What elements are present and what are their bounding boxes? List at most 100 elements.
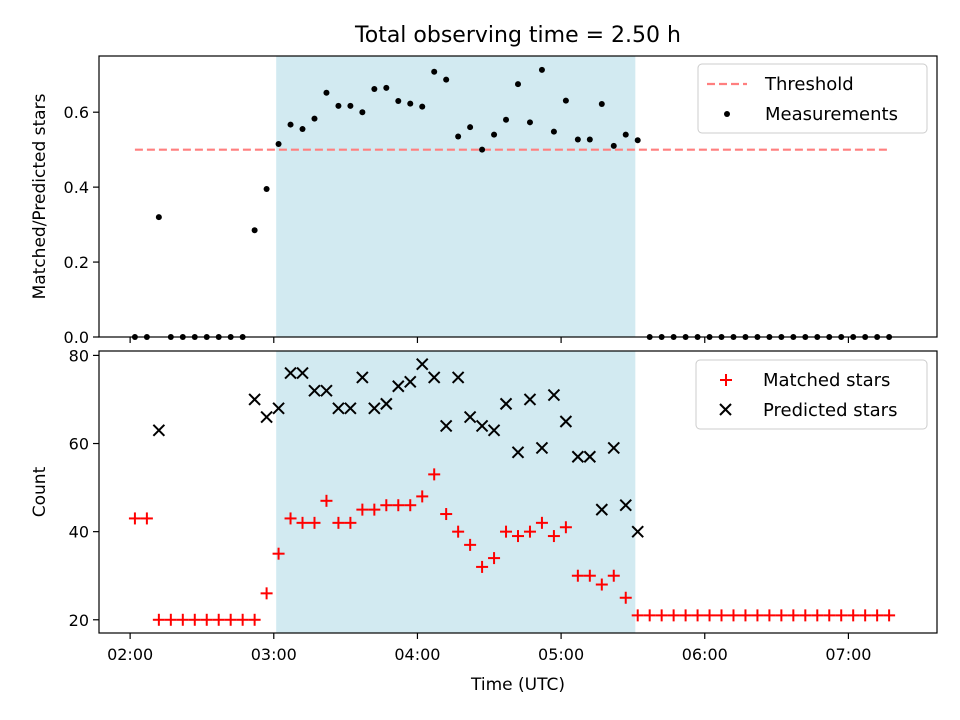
matched-stars-series [128, 468, 896, 626]
matched-star-point [883, 609, 896, 622]
legend-measurements-swatch [724, 111, 730, 117]
matched-star-point [691, 609, 704, 622]
matched-star-point [272, 547, 285, 560]
measurement-point [479, 146, 486, 153]
predicted-star-mark [559, 415, 573, 428]
measurement-point [538, 66, 545, 73]
matched-star-point [368, 503, 381, 516]
predicted-star-mark [356, 371, 369, 384]
measurement-point [598, 100, 605, 107]
predicted-star-mark [152, 424, 166, 437]
matched-star-point [823, 609, 836, 622]
predicted-star-point [356, 371, 369, 384]
predicted-star-point [152, 424, 166, 437]
matched-star-point [535, 516, 548, 529]
matched-star-point [607, 569, 620, 582]
measurement-point [383, 84, 390, 91]
matched-star-point [476, 560, 489, 573]
predicted-star-point [344, 402, 357, 415]
measurement-point [371, 85, 378, 92]
ratio-x-ticks [129, 337, 850, 343]
predicted-star-mark [308, 384, 321, 397]
predicted-star-mark [439, 419, 453, 433]
predicted-star-point [475, 419, 489, 433]
matched-star-point [284, 512, 297, 525]
legend-matched-swatch [720, 374, 732, 386]
measurement-point [323, 89, 330, 96]
matched-star-point [164, 613, 177, 626]
matched-star-point [428, 468, 441, 481]
matched-star-point [703, 609, 716, 622]
predicted-star-mark [260, 410, 273, 424]
predicted-star-mark [380, 397, 393, 411]
matched-star-point [559, 521, 572, 534]
count-y-axis: 20 40 60 80 [69, 346, 99, 630]
measurement-point [431, 68, 438, 75]
predicted-star-point [404, 375, 417, 389]
count-legend: Matched stars Predicted stars [695, 359, 928, 430]
predicted-star-mark [547, 388, 561, 402]
ratio-y-tick-label: 0.0 [64, 328, 89, 347]
matched-star-point [188, 613, 201, 626]
measurement-point [395, 97, 402, 104]
count-y-tick-label: 80 [69, 346, 89, 365]
measurement-point [455, 133, 462, 140]
ratio-legend: Threshold Measurements [697, 63, 928, 134]
matched-star-point [583, 569, 596, 582]
count-x-axis: 02:00 03:00 04:00 05:00 06:00 07:00 [107, 633, 871, 664]
predicted-star-point [511, 446, 525, 459]
matched-star-point [488, 552, 501, 565]
matched-star-point [500, 525, 513, 538]
matched-star-point [440, 508, 453, 521]
measurement-point [335, 102, 342, 109]
measurement-point [311, 115, 318, 122]
predicted-star-mark [463, 410, 477, 424]
matched-star-point [416, 490, 429, 503]
matched-star-point [140, 512, 153, 525]
measurement-point [155, 214, 162, 221]
matched-star-point [296, 516, 309, 529]
matched-star-point [595, 578, 608, 591]
predicted-star-mark [535, 441, 549, 455]
matched-star-point [787, 609, 800, 622]
ratio-panel: 0.0 0.2 0.4 0.6 Matched/Predicted stars Thr… [30, 55, 938, 347]
predicted-star-mark [631, 525, 644, 538]
matched-star-point [344, 516, 357, 529]
predicted-star-mark [296, 366, 309, 380]
measurement-point [634, 137, 641, 144]
x-tick-label: 03:00 [251, 645, 297, 664]
measurement-point [526, 119, 533, 126]
matched-star-point [212, 613, 225, 626]
measurement-point [467, 124, 474, 131]
matched-star-point [739, 609, 752, 622]
measurement-point [419, 103, 426, 110]
measurement-point [275, 141, 282, 148]
legend-predicted-label: Predicted stars [763, 400, 897, 421]
measurement-point [586, 136, 593, 143]
measurement-point [574, 136, 581, 143]
matched-star-point [871, 609, 884, 622]
matched-star-point [464, 538, 477, 551]
predicted-star-mark [404, 375, 417, 389]
predicted-star-mark [368, 402, 381, 415]
x-tick-label: 06:00 [682, 645, 728, 664]
measurement-point [622, 131, 629, 138]
count-y-tick-label: 60 [69, 435, 89, 454]
measurement-point [503, 116, 510, 123]
matched-star-point [320, 494, 333, 507]
predicted-star-mark [344, 402, 357, 415]
predicted-star-mark [427, 371, 441, 384]
predicted-star-mark [583, 450, 597, 463]
ratio-legend-box [697, 63, 928, 134]
predicted-star-mark [619, 499, 632, 512]
measurement-point [251, 227, 258, 234]
predicted-star-point [416, 358, 429, 371]
predicted-star-mark [607, 441, 620, 455]
predicted-star-point [248, 393, 261, 406]
matched-star-point [512, 530, 524, 543]
measurement-point [610, 142, 617, 149]
predicted-star-mark [595, 503, 609, 516]
measurement-point [347, 102, 354, 109]
predicted-star-point [320, 384, 333, 397]
